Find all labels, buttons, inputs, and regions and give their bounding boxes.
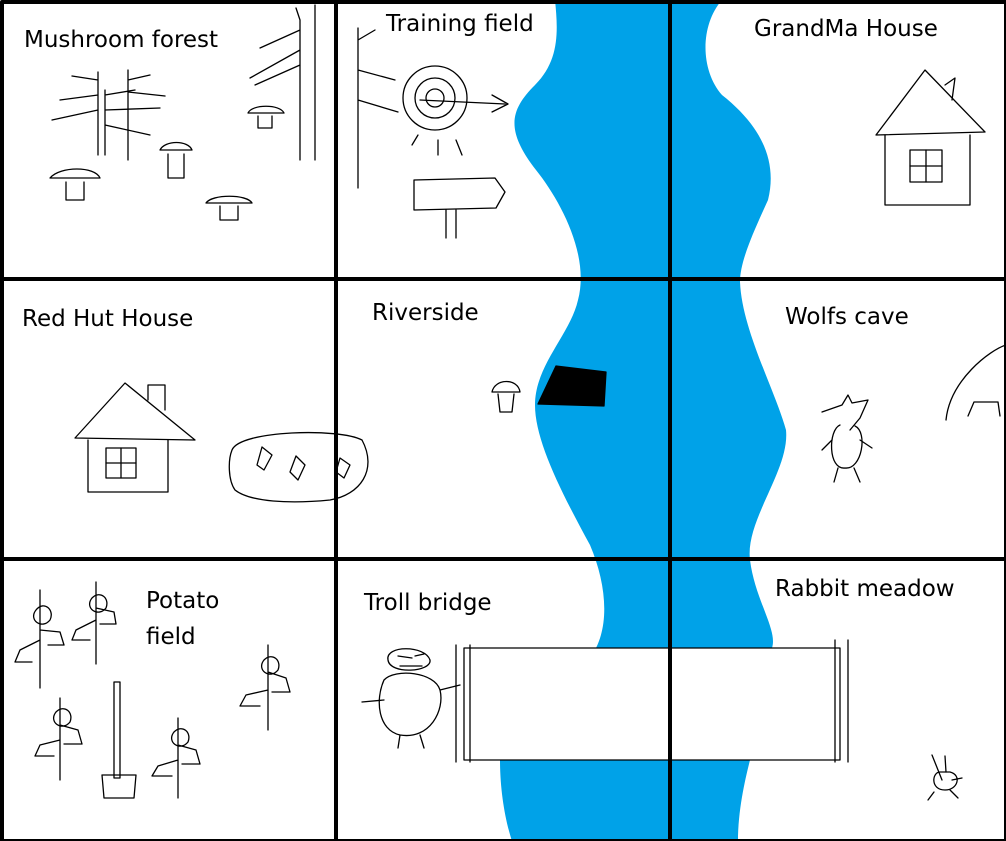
- mushroom-icon: [491, 380, 521, 413]
- house-icon: [875, 69, 986, 206]
- mushroom-icon: [205, 195, 253, 221]
- house-icon: [74, 382, 196, 493]
- mushroom-icon: [247, 105, 285, 129]
- label-riverside: Riverside: [372, 300, 479, 326]
- bush-patch-icon: [228, 431, 369, 503]
- potato-plant-icon: [239, 644, 291, 731]
- troll-icon: [361, 648, 461, 749]
- potato-plant-icon: [151, 717, 201, 799]
- shovel-icon: [101, 681, 137, 799]
- mushroom-icon: [159, 141, 193, 179]
- river-lower: [500, 760, 750, 841]
- label-grandma-house: GrandMa House: [754, 16, 938, 42]
- mushroom-icon: [49, 168, 101, 201]
- river: [514, 0, 787, 648]
- label-training-field: Training field: [386, 11, 534, 37]
- cave-icon: [945, 344, 1006, 421]
- region-training-field[interactable]: [338, 4, 668, 277]
- label-mushroom-forest: Mushroom forest: [24, 27, 219, 53]
- potato-plant-icon: [14, 589, 65, 689]
- pine-tree-icon: [51, 69, 166, 161]
- rabbit-icon: [927, 754, 963, 801]
- dark-hole-icon: [537, 365, 607, 407]
- signpost-icon: [413, 177, 506, 239]
- potato-plant-icon: [71, 581, 117, 665]
- label-troll-bridge: Troll bridge: [364, 590, 492, 616]
- region-grandma-house[interactable]: [672, 4, 1002, 277]
- wolf-icon: [821, 394, 873, 483]
- label-red-hut-house: Red Hut House: [22, 306, 194, 332]
- pine-tree-icon: [357, 27, 399, 189]
- bridge-icon: [455, 639, 849, 763]
- pine-tree-icon: [249, 4, 316, 161]
- label-rabbit-meadow: Rabbit meadow: [775, 576, 955, 602]
- label-potato-field: Potato field: [146, 588, 220, 650]
- potato-plant-icon: [34, 697, 83, 781]
- label-wolfs-cave: Wolfs cave: [785, 304, 909, 330]
- archery-target-icon: [402, 65, 509, 156]
